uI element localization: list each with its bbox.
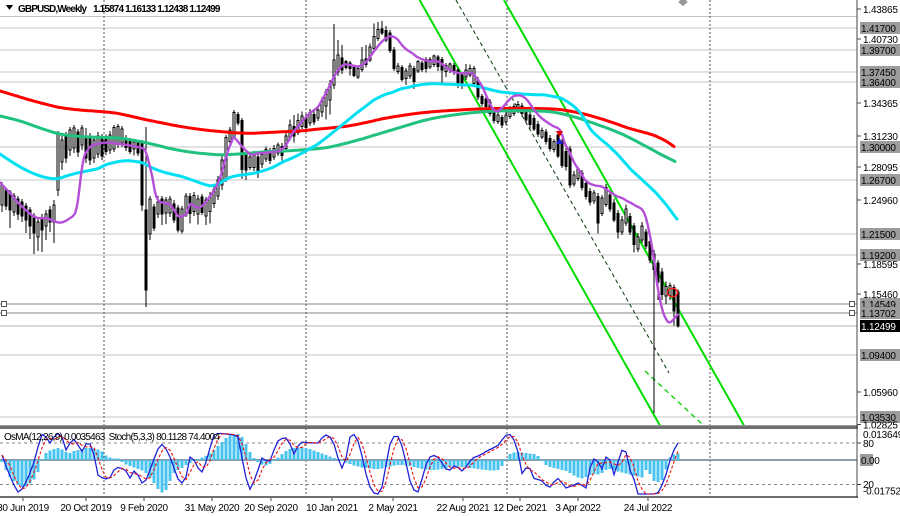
svg-text:1.30000: 1.30000 (861, 143, 896, 154)
svg-text:1.12499: 1.12499 (861, 322, 896, 333)
svg-text:1.26700: 1.26700 (861, 176, 896, 187)
svg-text:1.13702: 1.13702 (861, 309, 896, 320)
svg-text:9 Feb 2020: 9 Feb 2020 (120, 503, 168, 514)
svg-text:22 Aug 2021: 22 Aug 2021 (437, 503, 491, 514)
svg-text:20 Sep 2020: 20 Sep 2020 (244, 503, 298, 514)
svg-text:20 Oct 2019: 20 Oct 2019 (60, 503, 112, 514)
svg-text:OsMA(12,26,9) 0.0035463 Stoch: OsMA(12,26,9) 0.0035463 Stoch(5,3,3) 80.… (4, 432, 220, 443)
svg-text:1.41700: 1.41700 (861, 24, 896, 35)
svg-text:1.19200: 1.19200 (861, 251, 896, 262)
svg-text:80: 80 (863, 439, 874, 450)
svg-text:31 May 2020: 31 May 2020 (185, 503, 240, 514)
svg-text:1.43865: 1.43865 (863, 5, 898, 16)
svg-text:1.14549: 1.14549 (861, 300, 896, 311)
svg-text:1.05960: 1.05960 (863, 388, 898, 399)
svg-text:1.28095: 1.28095 (863, 163, 898, 174)
svg-text:1.36400: 1.36400 (861, 78, 896, 89)
svg-text:1.34365: 1.34365 (863, 99, 898, 110)
svg-text:0.00: 0.00 (861, 456, 880, 467)
svg-text:12 Dec 2021: 12 Dec 2021 (493, 503, 547, 514)
svg-text:10 Jan 2021: 10 Jan 2021 (306, 503, 358, 514)
svg-text:-0.017524: -0.017524 (863, 487, 900, 498)
svg-text:1.24960: 1.24960 (863, 196, 898, 207)
svg-text:30 Jun 2019: 30 Jun 2019 (0, 503, 50, 514)
svg-text:1.15460: 1.15460 (863, 290, 898, 301)
svg-text:2 May 2021: 2 May 2021 (368, 503, 418, 514)
svg-text:20: 20 (863, 480, 874, 491)
svg-text:3 Apr 2022: 3 Apr 2022 (555, 503, 601, 514)
svg-text:1.40730: 1.40730 (863, 35, 898, 46)
svg-text:1.09400: 1.09400 (861, 351, 896, 362)
svg-text:1.18595: 1.18595 (863, 260, 898, 271)
svg-text:GBPUSD,Weekly: GBPUSD,Weekly (18, 4, 87, 15)
svg-text:24 Jul 2022: 24 Jul 2022 (624, 503, 673, 514)
svg-text:1.39700: 1.39700 (861, 46, 896, 57)
svg-text:1.21500: 1.21500 (861, 230, 896, 241)
svg-text:0.0136496: 0.0136496 (863, 430, 900, 441)
svg-text:1.37450: 1.37450 (861, 68, 896, 79)
svg-text:1.03530: 1.03530 (861, 413, 896, 424)
svg-text:1.15874 1.16133 1.12438 1.1249: 1.15874 1.16133 1.12438 1.12499 (93, 4, 221, 15)
svg-text:1.02825: 1.02825 (863, 421, 898, 432)
svg-text:1.31230: 1.31230 (863, 132, 898, 143)
